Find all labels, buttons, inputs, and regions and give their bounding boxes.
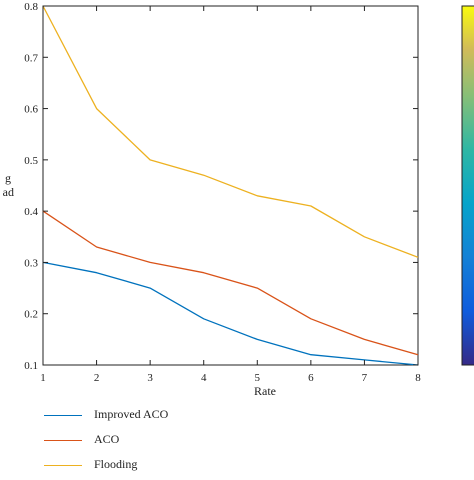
x-tick-label: 7 bbox=[362, 372, 368, 384]
y-axis-label-fragment-1: g bbox=[5, 171, 11, 185]
legend-swatch-improved-aco bbox=[44, 415, 82, 416]
x-tick-label: 2 bbox=[94, 372, 100, 384]
legend-item-improved-aco: Improved ACO bbox=[40, 405, 240, 430]
legend-label-improved-aco: Improved ACO bbox=[94, 407, 168, 422]
y-tick-label: 0.1 bbox=[24, 360, 38, 372]
legend: Improved ACO ACO Flooding bbox=[40, 405, 240, 480]
y-tick-label: 0.2 bbox=[24, 309, 38, 321]
y-tick-label: 0.4 bbox=[24, 206, 38, 218]
legend-swatch-aco bbox=[44, 440, 82, 441]
x-tick-label: 1 bbox=[40, 372, 46, 384]
legend-label-flooding: Flooding bbox=[94, 457, 137, 472]
colorbar bbox=[462, 6, 474, 365]
legend-swatch-flooding bbox=[44, 465, 82, 466]
y-tick-label: 0.8 bbox=[24, 1, 38, 13]
x-axis-label: Rate bbox=[254, 384, 276, 398]
legend-item-flooding: Flooding bbox=[40, 455, 240, 480]
legend-label-aco: ACO bbox=[94, 432, 119, 447]
y-tick-label: 0.7 bbox=[24, 52, 38, 64]
x-tick-label: 5 bbox=[255, 372, 261, 384]
y-tick-label: 0.5 bbox=[24, 155, 38, 167]
x-tick-label: 8 bbox=[415, 372, 421, 384]
y-tick-label: 0.3 bbox=[24, 257, 38, 269]
x-tick-label: 6 bbox=[308, 372, 314, 384]
x-tick-label: 3 bbox=[147, 372, 153, 384]
y-tick-label: 0.6 bbox=[24, 104, 38, 116]
y-axis-label-fragment-2: ad bbox=[3, 185, 14, 199]
legend-item-aco: ACO bbox=[40, 430, 240, 455]
x-tick-label: 4 bbox=[201, 372, 207, 384]
